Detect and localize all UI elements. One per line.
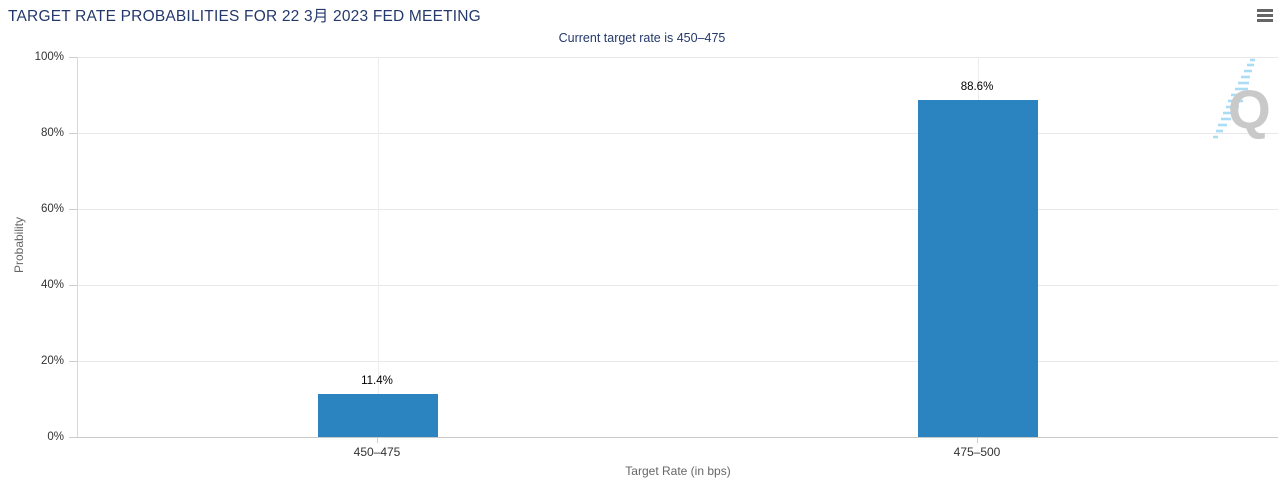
bar-column[interactable] xyxy=(918,100,1038,437)
svg-text:Q: Q xyxy=(1228,78,1271,140)
y-tick-label: 100% xyxy=(34,51,64,63)
y-tick-label: 0% xyxy=(47,431,64,443)
y-tick-mark xyxy=(69,437,77,438)
gridline-horizontal xyxy=(78,57,1278,58)
y-tick-mark xyxy=(69,285,77,286)
y-tick-mark xyxy=(69,361,77,362)
y-tick-label: 60% xyxy=(40,203,64,215)
y-axis-title: Probability xyxy=(12,216,26,274)
gridline-horizontal xyxy=(78,209,1278,210)
hamburger-menu-icon xyxy=(1257,9,1273,22)
x-axis-title: Target Rate (in bps) xyxy=(625,464,731,478)
x-tick-mark xyxy=(377,438,378,443)
gridline-horizontal xyxy=(78,361,1278,362)
x-category-label: 450–475 xyxy=(353,445,401,459)
q-logo-watermark: Q xyxy=(1213,58,1271,140)
gridline-horizontal xyxy=(78,285,1278,286)
chart-title: TARGET RATE PROBABILITIES FOR 22 3月 2023… xyxy=(8,8,481,25)
y-tick-label: 20% xyxy=(40,355,64,367)
y-tick-mark xyxy=(69,209,77,210)
plot-area xyxy=(77,57,1278,438)
x-tick-mark xyxy=(977,438,978,443)
y-tick-mark xyxy=(69,133,77,134)
bar-value-label: 11.4% xyxy=(361,374,393,387)
chart-context-menu-button[interactable] xyxy=(1257,9,1273,22)
gridline-vertical xyxy=(378,57,379,437)
y-tick-mark xyxy=(69,57,77,58)
chart-subtitle: Current target rate is 450–475 xyxy=(558,31,726,45)
bar-value-label: 88.6% xyxy=(960,81,994,94)
gridline-horizontal xyxy=(78,133,1278,134)
y-tick-label: 40% xyxy=(40,279,64,291)
x-category-label: 475–500 xyxy=(953,445,1001,459)
bar-column[interactable] xyxy=(318,393,438,437)
y-tick-label: 80% xyxy=(40,127,64,139)
